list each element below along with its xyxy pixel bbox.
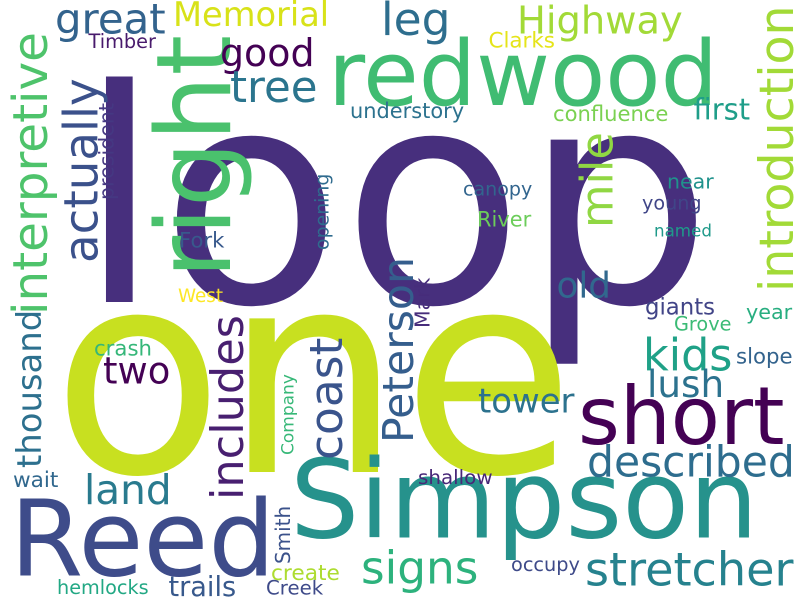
word-tower: tower xyxy=(478,381,575,421)
word-create: create xyxy=(271,561,340,586)
word-timber: Timber xyxy=(88,30,156,53)
word-canopy: canopy xyxy=(463,178,533,201)
word-crash: crash xyxy=(94,336,152,362)
word-near: near xyxy=(667,169,714,194)
word-slope: slope xyxy=(736,344,793,370)
word-introduction: introduction xyxy=(750,5,800,292)
word-year: year xyxy=(746,300,793,324)
word-grove: Grove xyxy=(674,312,732,336)
word-one: one xyxy=(52,212,575,539)
word-mark: Mark xyxy=(410,277,435,328)
word-thousand: thousand xyxy=(10,309,49,468)
word-trails: trails xyxy=(168,572,237,600)
word-stretcher: stretcher xyxy=(585,542,794,597)
word-river: River xyxy=(477,207,532,232)
word-president: president xyxy=(94,102,119,200)
word-giants: giants xyxy=(645,294,716,321)
word-fork: Fork xyxy=(179,228,225,254)
word-short: short xyxy=(578,369,785,463)
word-leg: leg xyxy=(381,0,451,46)
word-includes: includes xyxy=(202,315,254,500)
word-tree: tree xyxy=(230,63,318,113)
word-company: Company xyxy=(278,374,299,455)
word-confluence: confluence xyxy=(553,101,669,126)
word-land: land xyxy=(84,466,172,514)
word-hemlocks: hemlocks xyxy=(57,576,149,599)
word-simpson: Simpson xyxy=(290,436,759,564)
word-west: West xyxy=(178,286,224,307)
word-interpretive: interpretive xyxy=(3,32,59,315)
word-redwood: redwood xyxy=(328,22,718,127)
word-coast: coast xyxy=(300,337,353,460)
word-opening: opening xyxy=(311,173,334,250)
word-wait: wait xyxy=(13,468,59,493)
word-young: young xyxy=(642,191,702,215)
word-creek: Creek xyxy=(266,576,324,600)
word-smith: Smith xyxy=(271,505,295,564)
word-described: described xyxy=(587,438,795,488)
word-named: named xyxy=(654,220,712,241)
word-great: great xyxy=(55,0,166,44)
word-good: good xyxy=(220,31,315,75)
word-occupy: occupy xyxy=(511,553,580,576)
word-reed: Reed xyxy=(10,477,276,600)
word-clarks: Clarks xyxy=(488,28,555,54)
word-signs: signs xyxy=(361,541,479,595)
word-memorial: Memorial xyxy=(173,0,330,34)
word-old: old xyxy=(556,265,611,307)
word-loop: loop xyxy=(78,27,713,373)
word-two: two xyxy=(103,349,171,393)
word-lush: lush xyxy=(647,362,725,406)
word-shallow: shallow xyxy=(418,466,493,489)
word-understory: understory xyxy=(350,99,465,123)
word-first: first xyxy=(693,92,751,127)
word-highway: Highway xyxy=(517,0,683,44)
word-mile: mile xyxy=(571,132,624,228)
word-kids: kids xyxy=(643,330,733,382)
